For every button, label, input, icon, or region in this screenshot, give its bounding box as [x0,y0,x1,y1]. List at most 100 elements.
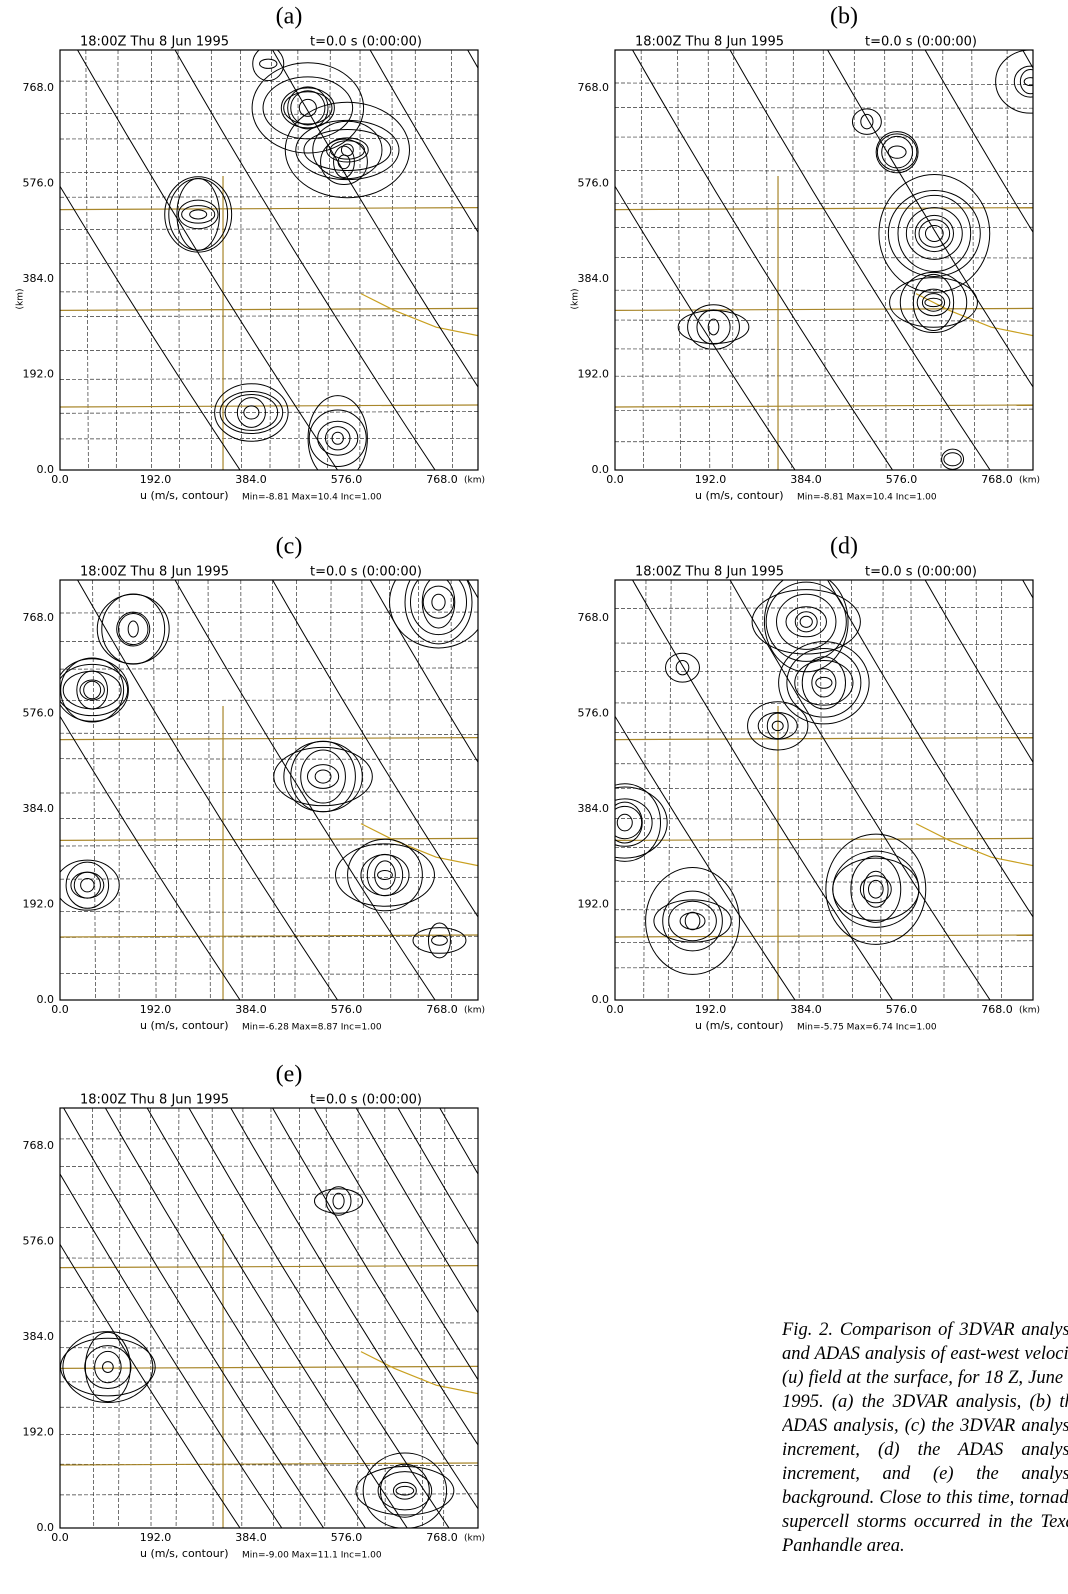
county-line [944,580,946,1000]
county-line [452,50,453,470]
county-line [60,974,478,975]
y-tick-label: 384.0 [23,1330,55,1343]
contour [608,806,642,838]
x-tick-label: 576.0 [886,473,918,486]
contour [730,50,990,470]
contour [175,580,435,1000]
county-line [60,1166,478,1167]
contour [882,136,913,167]
county-line [615,320,1033,321]
panel-header-t: t=0.0 s (0:00:00) [865,565,977,580]
y-tick-label: 768.0 [578,611,610,624]
contour [802,657,845,709]
contour [669,901,717,940]
county-line [270,50,272,470]
x-tick-label: 0.0 [606,473,624,486]
contour [77,671,108,709]
contour [777,594,836,649]
panel-header-time: 18:00Z Thu 8 Jun 1995 [635,35,784,50]
contour [71,872,104,898]
contour [356,1108,616,1528]
contour [57,664,128,715]
state-border [60,1463,478,1465]
y-tick-label: 192.0 [23,368,55,381]
x-tick-label: 192.0 [695,1003,727,1016]
county-line [1007,50,1008,470]
contour [898,195,971,271]
x-tick-label: 768.0 [426,1531,458,1544]
contour [925,50,1068,470]
y-tick-label: 192.0 [578,898,610,911]
county-line [615,733,1033,734]
contour [617,814,632,831]
county-line [60,138,478,139]
x-tick-label: 576.0 [331,1531,363,1544]
county-line [60,877,478,879]
panel-header-time: 18:00Z Thu 8 Jun 1995 [80,35,229,50]
contour [291,91,325,125]
county-line [329,580,331,1000]
county-line [390,580,391,1000]
contour [348,839,423,910]
panel-header-t: t=0.0 s (0:00:00) [865,35,977,50]
contour [795,612,817,632]
y-tick-label: 192.0 [23,1426,55,1439]
county-line [60,1407,478,1408]
y-tick-label: 768.0 [23,611,55,624]
panel: (a)18:00Z Thu 8 Jun 1995t=0.0 s (0:00:00… [0,4,728,503]
contour [863,871,888,907]
panel-header-t: t=0.0 s (0:00:00) [310,35,422,50]
contour [370,50,630,470]
county-line [823,50,825,470]
county-line [911,580,913,1000]
contour [273,580,533,1000]
contour [919,220,950,247]
contour [398,1108,658,1528]
contour [260,59,277,68]
footer: u (m/s, contour) [140,489,228,502]
contour [225,395,278,431]
contour [708,319,719,335]
x-tick-label: 0.0 [51,1003,69,1016]
contour [422,576,455,628]
x-unit: (km) [464,476,485,486]
county-line [60,759,478,760]
contour [97,594,169,663]
contour [816,677,832,688]
contour [304,129,391,170]
x-tick-label: 576.0 [886,1003,918,1016]
county-line [444,1108,445,1528]
contour [654,900,731,942]
contour [85,1332,130,1401]
county-line [241,50,242,470]
contour [833,858,919,920]
state-border [60,1366,478,1368]
x-tick-label: 192.0 [140,1003,172,1016]
panel-label: (b) [830,4,858,30]
y-tick-label: 576.0 [23,707,55,720]
contour [432,936,448,946]
county-line [615,881,1033,882]
y-tick-label: 384.0 [578,802,610,815]
county-line [792,50,794,470]
contour [315,770,331,783]
stats: Min=-8.81 Max=10.4 Inc=1.00 [797,493,937,503]
contour [888,146,906,158]
contour [1023,580,1068,1000]
contour [1020,69,1040,93]
contour [861,114,873,128]
x-tick-label: 0.0 [51,1531,69,1544]
x-tick-label: 384.0 [235,1003,267,1016]
contour [440,1108,700,1528]
county-line [615,257,1033,258]
x-unit: (km) [464,1006,485,1016]
contour [378,1472,432,1510]
contour [589,784,661,862]
plot-area [0,1108,783,1528]
county-line [615,941,1033,943]
county-line [972,50,975,470]
river [916,824,1033,866]
contour [177,178,219,250]
county-line [615,375,1033,376]
county-line [852,580,853,1000]
